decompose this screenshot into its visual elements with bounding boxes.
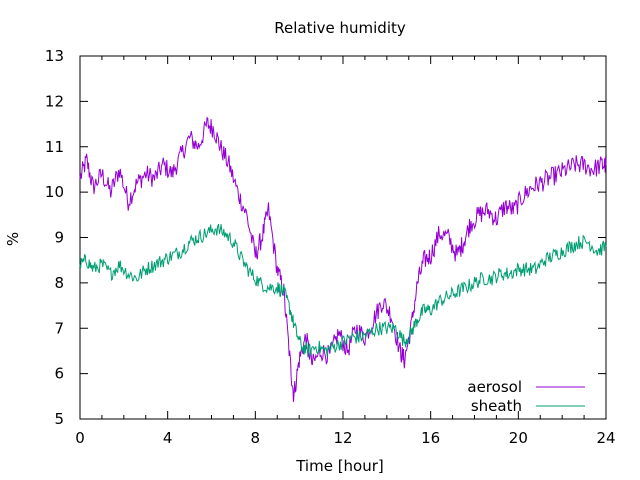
legend-label-sheath: sheath xyxy=(471,397,522,415)
x-axis-label: Time [hour] xyxy=(295,457,384,475)
x-tick-label: 16 xyxy=(421,429,440,447)
y-tick-label: 11 xyxy=(45,138,64,156)
y-tick-label: 13 xyxy=(45,47,64,65)
legend-label-aerosol: aerosol xyxy=(467,378,522,396)
y-tick-label: 8 xyxy=(54,274,64,292)
y-tick-label: 10 xyxy=(45,183,64,201)
x-tick-label: 20 xyxy=(509,429,528,447)
y-tick-label: 5 xyxy=(54,410,64,428)
y-tick-label: 7 xyxy=(54,319,64,337)
series-line-aerosol xyxy=(79,116,607,402)
chart-title: Relative humidity xyxy=(274,19,406,37)
plot-frame xyxy=(79,55,607,420)
x-tick-label: 0 xyxy=(75,429,85,447)
x-tick-label: 12 xyxy=(333,429,352,447)
x-tick-label: 8 xyxy=(251,429,261,447)
y-tick-label: 6 xyxy=(54,365,64,383)
series-line-sheath xyxy=(79,223,607,358)
y-tick-label: 9 xyxy=(54,229,64,247)
y-tick-label: 12 xyxy=(45,92,64,110)
y-axis-label: % xyxy=(4,232,22,246)
x-tick-label: 24 xyxy=(596,429,615,447)
axes: 0 4 8 12 16 20 24 5 6 7 8 9 10 11 12 13 xyxy=(45,47,616,447)
series-layer xyxy=(79,116,607,402)
x-tick-label: 4 xyxy=(163,429,173,447)
